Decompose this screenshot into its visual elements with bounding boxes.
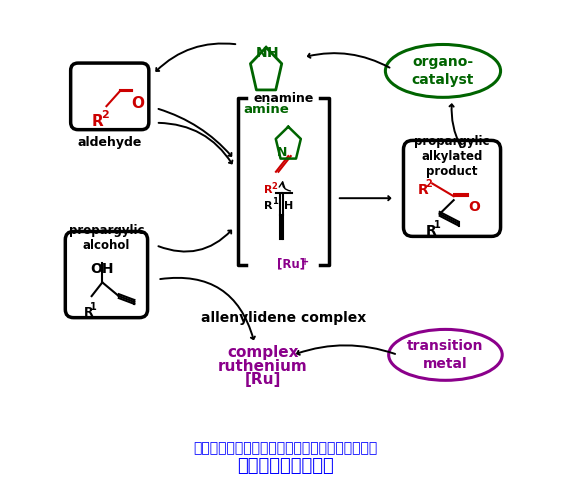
Text: 2: 2 bbox=[272, 182, 278, 191]
Text: 1: 1 bbox=[272, 197, 278, 206]
FancyBboxPatch shape bbox=[404, 140, 500, 236]
Text: 有機触媒と遷移金属触媒を用いた協奏的触媒反応: 有機触媒と遷移金属触媒を用いた協奏的触媒反応 bbox=[193, 441, 377, 455]
Text: R: R bbox=[263, 185, 272, 195]
Text: complex: complex bbox=[227, 345, 299, 360]
FancyBboxPatch shape bbox=[71, 63, 149, 130]
Text: N: N bbox=[256, 46, 268, 60]
Text: H: H bbox=[284, 201, 294, 211]
Text: transition
metal: transition metal bbox=[407, 339, 484, 370]
Text: N: N bbox=[276, 146, 287, 159]
Text: +: + bbox=[302, 257, 310, 267]
Text: R: R bbox=[92, 114, 103, 129]
Text: 新規触媒反応の開発: 新規触媒反応の開発 bbox=[237, 456, 333, 475]
Text: propargylic
alkylated
product: propargylic alkylated product bbox=[414, 135, 490, 178]
Text: 2: 2 bbox=[101, 110, 109, 120]
Text: OH: OH bbox=[90, 262, 113, 276]
Ellipse shape bbox=[385, 45, 500, 97]
Text: R: R bbox=[263, 201, 272, 211]
Text: H: H bbox=[267, 46, 279, 60]
Text: R: R bbox=[417, 182, 428, 196]
Text: enamine: enamine bbox=[253, 92, 314, 105]
Text: [Ru]: [Ru] bbox=[245, 373, 281, 388]
Text: 2: 2 bbox=[426, 179, 433, 189]
Text: aldehyde: aldehyde bbox=[78, 136, 142, 148]
Text: amine: amine bbox=[243, 103, 289, 116]
Text: organo-
catalyst: organo- catalyst bbox=[412, 55, 474, 87]
Text: 1: 1 bbox=[434, 220, 441, 230]
Text: allenylidene complex: allenylidene complex bbox=[201, 311, 366, 325]
Text: ruthenium: ruthenium bbox=[218, 359, 308, 374]
Text: 1: 1 bbox=[90, 302, 97, 312]
FancyBboxPatch shape bbox=[66, 231, 148, 318]
Text: [Ru]: [Ru] bbox=[277, 257, 305, 270]
Text: propargylic
alcohol: propargylic alcohol bbox=[69, 224, 144, 251]
Text: O: O bbox=[469, 200, 481, 214]
Text: O: O bbox=[131, 96, 144, 111]
Text: R: R bbox=[83, 306, 93, 319]
Ellipse shape bbox=[389, 330, 502, 380]
Text: R: R bbox=[426, 224, 437, 238]
